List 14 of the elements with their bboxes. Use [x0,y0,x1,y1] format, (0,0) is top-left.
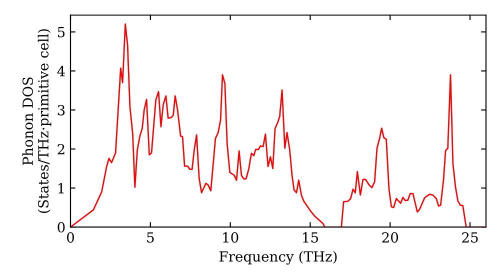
y-tick-label: 3 [58,104,65,116]
y-tick-label: 2 [58,144,64,154]
x-axis-title: Frequency (THz) [219,250,337,265]
y-tick-label: 1 [58,183,64,194]
x-tick-label: 15 [303,232,318,243]
x-tick-label: 20 [382,232,398,243]
x-tick-label: 10 [223,232,238,243]
y-tick-label: 4 [57,66,65,76]
x-tick-label: 0 [66,232,74,243]
y-tick-label: 5 [58,27,65,38]
y-axis-title: Phonon DOS (States/THz·primitive cell) [22,29,52,213]
y-tick-label: 0 [58,222,65,233]
x-tick-label: 5 [147,232,154,243]
x-tick-label: 25 [462,232,478,243]
